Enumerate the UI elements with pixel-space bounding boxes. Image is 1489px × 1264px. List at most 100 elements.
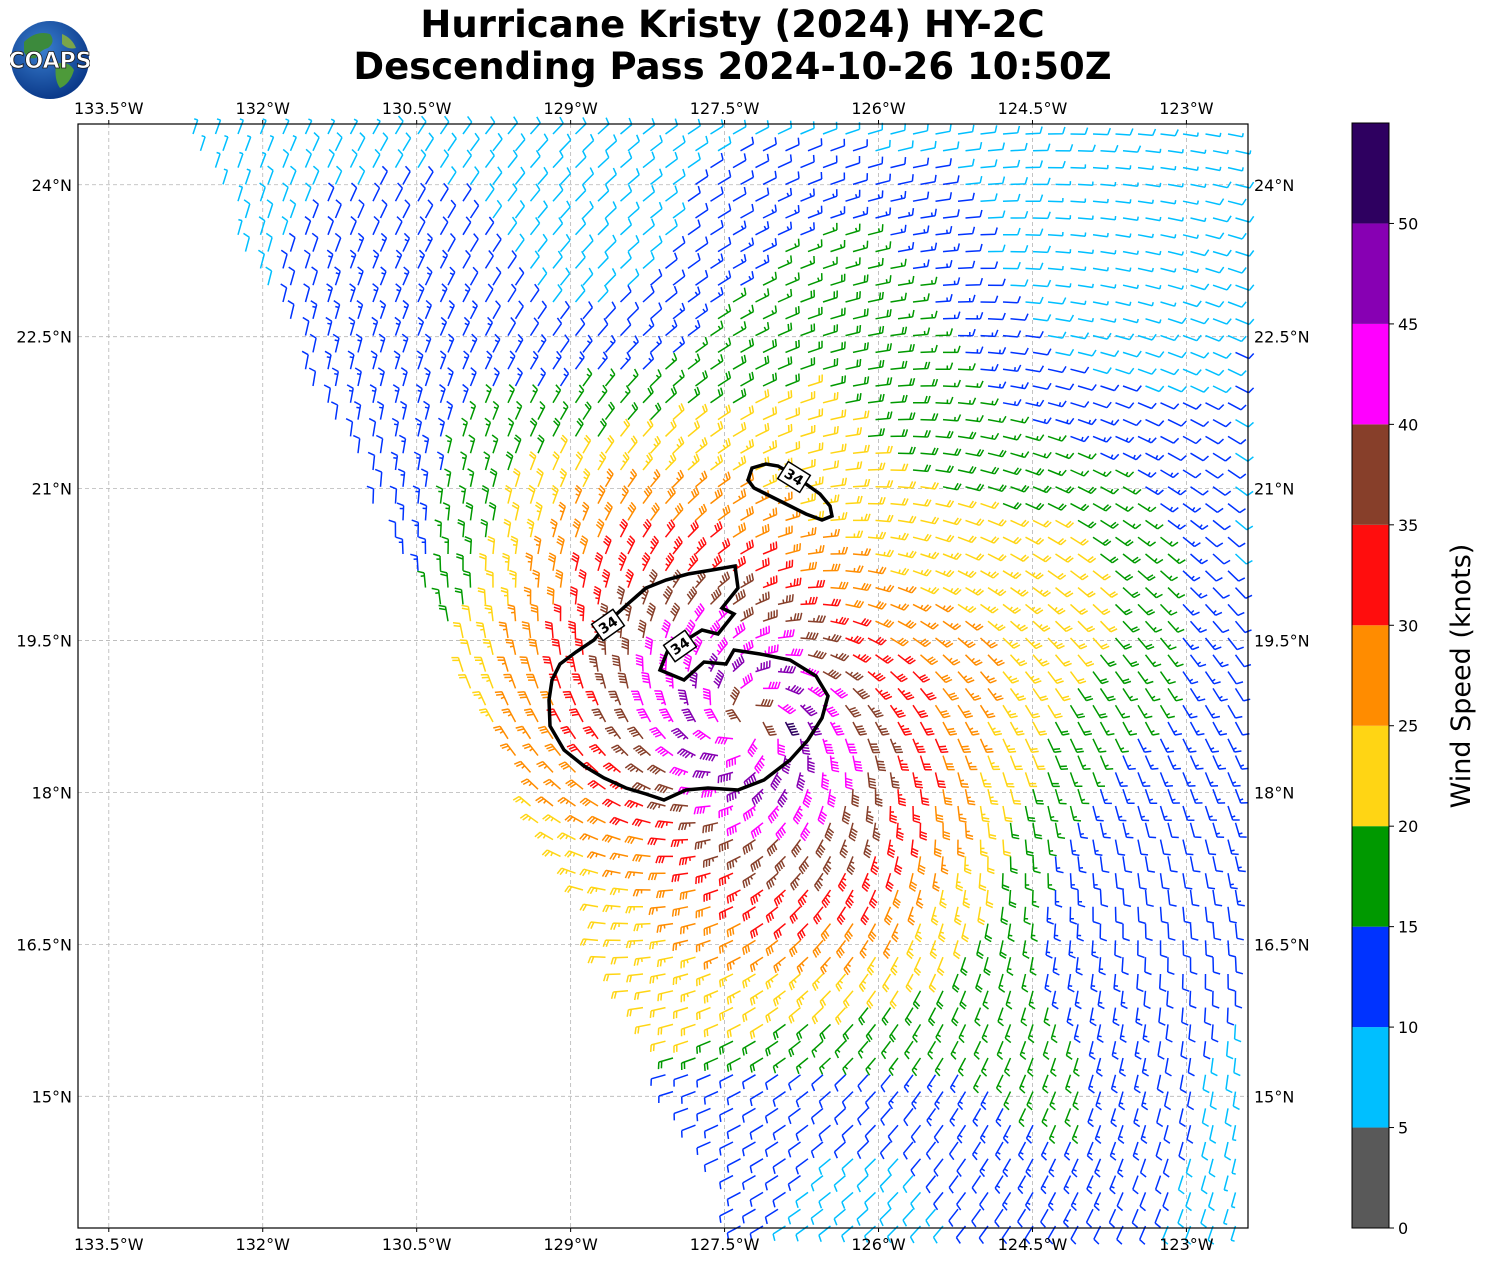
- wind-barb: [451, 656, 464, 672]
- wind-barb: [1212, 249, 1232, 257]
- wind-barb: [867, 601, 887, 610]
- wind-barb: [957, 839, 965, 858]
- wind-barb: [389, 485, 398, 504]
- wind-barb: [1227, 704, 1243, 719]
- wind-barb: [1167, 553, 1186, 565]
- wind-barb-shaft: [1137, 940, 1145, 959]
- wind-barb: [1100, 384, 1120, 392]
- wind-barb-shaft: [1189, 687, 1206, 702]
- colorbar-bin-9: [1352, 223, 1389, 324]
- wind-barb: [955, 873, 964, 892]
- wind-barb: [1204, 637, 1222, 651]
- wind-barb-shaft: [948, 1175, 959, 1194]
- wind-barb: [800, 458, 816, 471]
- wind-barb-shaft: [830, 341, 846, 354]
- wind-barb: [609, 887, 629, 896]
- wind-barb: [1132, 1175, 1139, 1195]
- wind-barb: [741, 1040, 756, 1056]
- wind-barb: [910, 1158, 922, 1177]
- wind-barb-shaft: [762, 137, 777, 152]
- wind-barb: [1182, 435, 1202, 445]
- wind-barb-shaft: [888, 1091, 899, 1110]
- wind-barb: [602, 762, 621, 773]
- wind-barb-shaft: [1185, 1192, 1192, 1212]
- wind-barb-shaft: [703, 1124, 719, 1139]
- wind-barb-shaft: [1204, 637, 1222, 651]
- wind-barb-shaft: [1167, 553, 1186, 565]
- wind-barb-shaft: [1144, 620, 1163, 633]
- wind-barb-shaft: [1088, 1041, 1096, 1060]
- wind-barb-shaft: [1001, 1191, 1012, 1211]
- wind-barb-shaft: [957, 363, 976, 371]
- wind-barb: [367, 451, 376, 471]
- wind-barb-shaft: [564, 885, 584, 894]
- wind-barb: [671, 872, 689, 883]
- wind-barb: [800, 289, 816, 303]
- wind-barb: [655, 855, 673, 864]
- wind-barb-shaft: [512, 467, 521, 488]
- colorbar-tick-9: 45: [1398, 315, 1418, 334]
- wind-barb: [1115, 233, 1132, 238]
- wind-barb: [1092, 367, 1112, 375]
- wind-barb: [845, 495, 863, 505]
- wind-barb-shaft: [1205, 198, 1225, 206]
- wind-barb-shaft: [987, 620, 1006, 632]
- wind-barb-shaft: [960, 956, 968, 976]
- wind-barb: [582, 468, 591, 488]
- wind-barb-shaft: [447, 199, 457, 219]
- wind-barb: [669, 803, 689, 813]
- wind-barb-shaft: [830, 512, 848, 522]
- wind-barb: [845, 565, 864, 573]
- wind-barb-shaft: [1092, 603, 1111, 616]
- wind-barb: [1025, 228, 1044, 236]
- wind-barb-shaft: [1232, 1091, 1240, 1111]
- wind-barb: [762, 440, 778, 454]
- wind-barb: [740, 506, 755, 522]
- wind-barb: [830, 616, 850, 626]
- wind-barb: [582, 200, 594, 219]
- wind-barb: [1189, 923, 1199, 941]
- wind-barb: [890, 360, 908, 370]
- wind-barb-shaft: [819, 990, 832, 1008]
- wind-barb: [987, 278, 1006, 287]
- wind-barb: [1077, 215, 1094, 221]
- wind-barb-shaft: [994, 1175, 1004, 1194]
- wind-barb-shaft: [980, 536, 1000, 544]
- wind-barb: [1032, 314, 1052, 322]
- wind-barb: [845, 670, 864, 681]
- wind-barb-shaft: [649, 335, 663, 353]
- wind-barb-shaft: [762, 305, 778, 320]
- wind-barb: [1055, 519, 1075, 529]
- wind-barb: [1009, 721, 1025, 736]
- wind-barb-shaft: [513, 760, 532, 773]
- wind-barb: [1100, 553, 1119, 564]
- wind-barb-shaft: [875, 445, 893, 454]
- wind-barb: [1047, 536, 1067, 546]
- wind-barb-shaft: [1002, 330, 1022, 338]
- wind-barb: [912, 259, 930, 270]
- wind-barb: [852, 139, 868, 152]
- wind-barb-shaft: [559, 200, 571, 219]
- wind-barb-shaft: [687, 353, 701, 370]
- wind-barb-shaft: [537, 233, 548, 253]
- wind-barb: [765, 1040, 779, 1057]
- wind-barb: [957, 772, 969, 788]
- map-frame: [77, 123, 1249, 1229]
- wind-barb-shaft: [1054, 654, 1072, 667]
- wind-barb-shaft: [1066, 1007, 1074, 1027]
- wind-barb: [529, 283, 540, 303]
- wind-barb-shaft: [741, 1208, 756, 1224]
- wind-barb: [755, 120, 770, 135]
- wind-barb-shaft: [1017, 1175, 1027, 1195]
- wind-barb-shaft: [647, 872, 666, 881]
- wind-barb-shaft: [492, 266, 502, 286]
- wind-barb-shaft: [818, 1057, 832, 1075]
- wind-barb: [965, 620, 984, 631]
- wind-barb: [1143, 990, 1151, 1010]
- wind-barb: [610, 990, 629, 999]
- wind-barb: [732, 220, 747, 236]
- wind-barb: [1160, 368, 1180, 376]
- wind-barb-shaft: [1099, 856, 1110, 874]
- wind-barb: [920, 413, 939, 421]
- wind-barb: [845, 189, 861, 202]
